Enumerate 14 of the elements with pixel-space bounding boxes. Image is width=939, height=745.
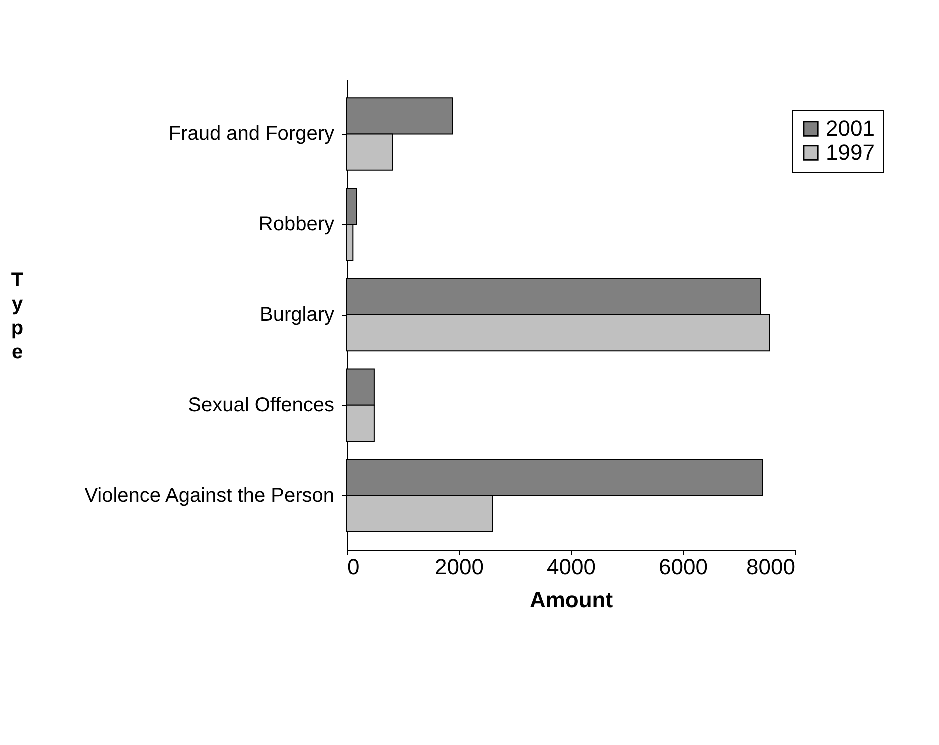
y-tick-label: Burglary bbox=[260, 304, 334, 326]
x-tick-label: 4000 bbox=[547, 554, 596, 580]
legend-label: 1997 bbox=[826, 140, 875, 165]
x-tick-label: 6000 bbox=[659, 554, 708, 580]
y-tick-label: Fraud and Forgery bbox=[168, 123, 334, 146]
legend-label: 2001 bbox=[826, 116, 875, 141]
y-tick-label: Robbery bbox=[258, 214, 334, 236]
x-axis-title: Amount bbox=[530, 588, 614, 612]
y-axis-title: Type bbox=[11, 270, 24, 364]
y-tick-label: Sexual Offences bbox=[188, 394, 334, 416]
x-tick-label: 2000 bbox=[435, 554, 484, 580]
x-tick-label: 8000 bbox=[746, 554, 796, 580]
y-tick-label: Violence Against the Person bbox=[84, 484, 334, 507]
x-tick-label: 0 bbox=[348, 554, 360, 580]
